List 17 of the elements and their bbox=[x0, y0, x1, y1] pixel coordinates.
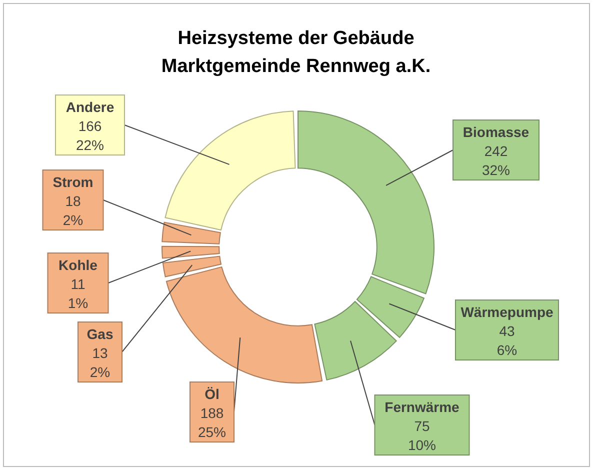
data-label: 242 32% bbox=[482, 143, 510, 178]
slice-label: Öl bbox=[204, 386, 220, 402]
data-label: 11 1% bbox=[68, 276, 88, 311]
data-label: 13 2% bbox=[90, 345, 110, 380]
slice-label: Fernwärme bbox=[384, 399, 460, 415]
data-label: 188 25% bbox=[198, 405, 226, 440]
slice-label: Biomasse bbox=[462, 124, 530, 140]
data-label: 18 2% bbox=[62, 193, 84, 228]
slice-label: Strom bbox=[52, 174, 94, 190]
slice-label: Gas bbox=[86, 326, 114, 342]
data-label: 75 10% bbox=[408, 418, 436, 453]
data-label: 43 6% bbox=[496, 323, 518, 358]
slice-label: Andere bbox=[66, 99, 114, 115]
chart-title: Heizsysteme der Gebäude Marktgemeinde Rennweg a.K. bbox=[161, 28, 431, 77]
data-label: 166 22% bbox=[76, 118, 104, 153]
slice-label: Kohle bbox=[58, 257, 98, 273]
slice-label: Wärmepumpe bbox=[460, 304, 554, 320]
